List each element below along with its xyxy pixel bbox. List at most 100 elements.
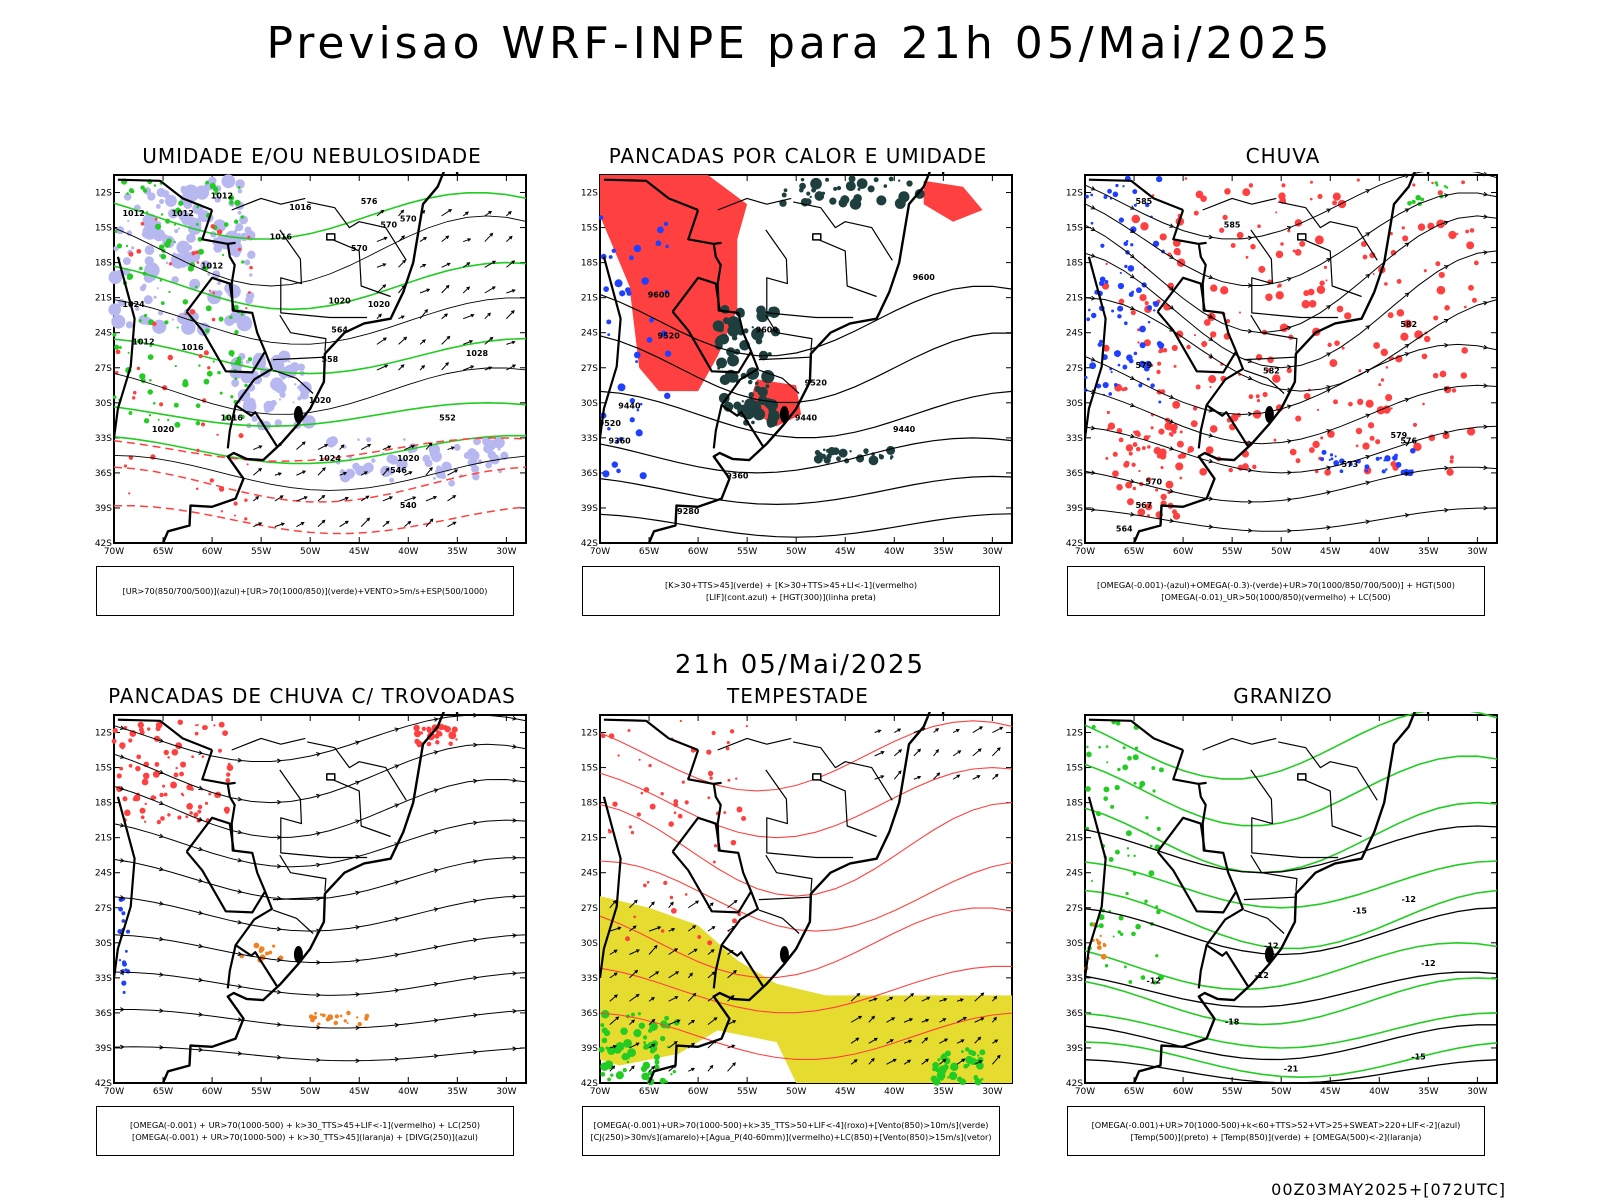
arrow-head [159,833,165,839]
humidity-dots-cell [205,305,212,312]
arrow-head [1090,186,1096,191]
teal-area-cell [840,195,850,205]
humidity-dots-cell [205,328,210,333]
rain-area-cell [1176,440,1184,448]
arrow-head [315,793,322,799]
state-border [765,769,854,859]
arrow-head [1247,467,1253,473]
rain-area-cell [1173,364,1177,368]
lifted-index-contour-cell [629,255,634,261]
teal-area-cell [718,392,730,404]
lat-label: 36S [95,469,112,479]
humidity-dots-cell [126,273,134,280]
thunder-orange-cell [317,1022,321,1026]
teal-area-cell [836,185,842,191]
country-border [1156,276,1206,313]
wind-850-area-cell [939,1076,944,1081]
thunder-area-cell [116,773,122,779]
arrow-head [433,788,439,793]
wind-vector [447,521,457,528]
red-dots-cell [636,812,642,817]
red-dots-cell [207,366,211,370]
rain-area-cell [1357,398,1364,406]
thunder-area-cell [177,815,182,820]
precipitable-water-contour-line [599,1012,1013,1060]
arrow-head [1404,208,1410,213]
lon-label: 65W [1124,547,1144,557]
wind-vector [933,728,940,733]
arrow-head [473,820,478,826]
thickness-contour-line [113,504,527,535]
rain-area-cell [1336,305,1344,313]
rain-area-cell [1324,469,1331,476]
lat-label: 15S [95,224,112,234]
humidity-dots-cell [217,370,221,375]
rain-area-cell [1465,229,1469,234]
map-frame [1084,174,1498,544]
lavender-area-cell [181,212,194,226]
coastline [1132,172,1430,544]
lifted-index-contour-cell [636,408,640,412]
rain-area-cell [1435,261,1441,267]
red-dots-cell [732,918,738,924]
green-dots-cell [1156,826,1161,831]
wind-vector [441,335,451,345]
wind-vector [296,522,305,528]
temp-500-contour-line [1084,1024,1497,1061]
wind-850-area-cell [600,1009,610,1019]
lifted-index-contour-cell [633,351,641,359]
state-border [758,356,810,361]
humidity-dots-cell [234,219,239,224]
thunder-area-cell [119,742,126,749]
state-border [272,369,314,394]
red-dots-cell [627,728,631,733]
contour-label: 9600 [648,291,671,300]
lat-label: 42S [95,1079,112,1089]
red-dots-cell [244,498,248,502]
lat-label: 30S [1066,939,1083,949]
lat-label: 15S [581,224,598,234]
lavender-area-cell [231,379,240,388]
humidity-dots-cell [173,240,176,244]
teal-area-cell [825,177,830,182]
precipitable-water-contour-line [599,720,1013,792]
precipitable-water-contour-line [599,802,1013,897]
omega-area-cell [1091,312,1097,319]
rain-area-cell [1449,455,1454,460]
lat-label: 39S [95,1044,112,1054]
omega-area-cell [1150,383,1155,388]
rain-area-cell [1201,340,1208,348]
humidity-dots-cell [234,199,241,206]
pressure-contour-line [113,367,527,415]
teal-area-cell [717,366,721,370]
lon-label: 50W [300,547,320,557]
lon-label: 60W [688,1087,708,1097]
wind-vector [447,495,457,502]
wind-vector [933,772,941,780]
arrow-head [355,924,361,930]
wind-vector [629,1065,635,1072]
lifted-index-contour-cell [646,336,653,343]
lon-label: 50W [300,1087,320,1097]
arrow-head [473,1049,478,1055]
arrow-head [355,1058,361,1064]
contour-label: 9520 [805,378,828,387]
arrow-head [237,984,243,989]
wind-vector [913,748,922,757]
wind-vector [317,467,326,476]
contour-label: 558 [321,355,338,364]
wind-vector [484,286,496,294]
lavender-area-cell [281,388,285,392]
omega-area-cell [1348,462,1353,467]
lifted-index-contour-cell [664,289,669,294]
lavender-area-cell [294,383,297,386]
wind-vector [462,286,471,294]
humidity-dots-cell [240,414,245,419]
humidity-dots-cell [231,355,234,358]
